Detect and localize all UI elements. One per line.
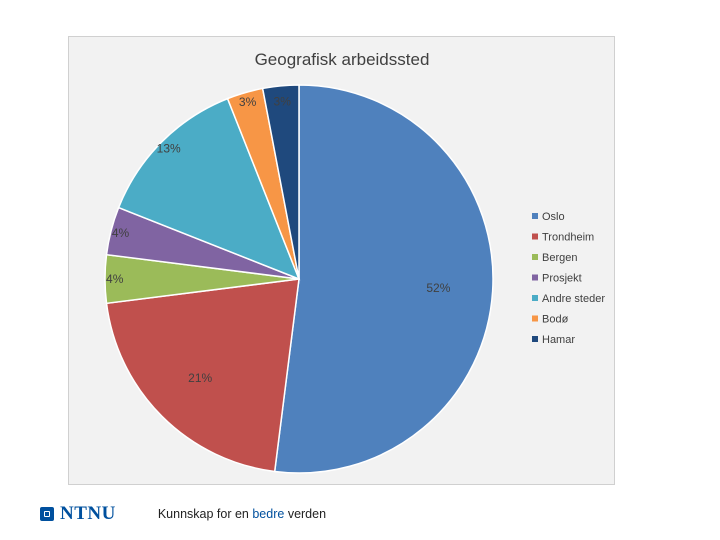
tagline: Kunnskap for en bedre verden bbox=[158, 507, 326, 521]
legend-item-bod: Bodø bbox=[532, 314, 569, 326]
legend-swatch-bergen bbox=[532, 254, 538, 260]
data-label-oslo: 52% bbox=[426, 281, 450, 295]
legend-label-prosjekt: Prosjekt bbox=[542, 273, 582, 285]
tagline-part-2: verden bbox=[284, 507, 327, 521]
legend-item-prosjekt: Prosjekt bbox=[532, 273, 582, 285]
pie-data-labels: 52% 21% 4% 4% 13% 3% 3% bbox=[106, 94, 451, 385]
ntnu-logo: NTNU bbox=[40, 503, 116, 525]
data-label-hamar: 3% bbox=[274, 94, 292, 108]
legend-swatch-oslo bbox=[532, 213, 538, 219]
data-label-prosjekt: 4% bbox=[112, 226, 130, 240]
legend-item-andre-steder: Andre steder bbox=[532, 293, 605, 305]
legend-label-oslo: Oslo bbox=[542, 211, 565, 223]
legend-item-hamar: Hamar bbox=[532, 334, 575, 346]
legend-item-oslo: Oslo bbox=[532, 211, 565, 223]
footer: NTNU Kunnskap for en bedre verden bbox=[40, 502, 326, 526]
legend-label-bod: Bodø bbox=[542, 314, 569, 326]
legend-label-bergen: Bergen bbox=[542, 252, 577, 264]
tagline-part-1: Kunnskap for en bbox=[157, 507, 253, 521]
legend-item-trondheim: Trondheim bbox=[532, 232, 594, 244]
data-label-bergen: 4% bbox=[106, 272, 124, 286]
pie-slices bbox=[104, 84, 494, 474]
legend-item-bergen: Bergen bbox=[532, 252, 577, 264]
ntnu-logo-icon bbox=[40, 507, 54, 521]
pie-slice-trondheim bbox=[105, 278, 300, 473]
legend-swatch-prosjekt bbox=[532, 274, 538, 281]
data-label-trondheim: 21% bbox=[188, 371, 212, 385]
pie-slice-hamar bbox=[261, 84, 300, 280]
chart-area: Geografisk arbeidssted 52% 21% 4% 4% 13% 3% 3%… bbox=[68, 36, 615, 485]
legend-label-hamar: Hamar bbox=[542, 334, 575, 346]
legend-label-andre-steder: Andre steder bbox=[542, 293, 605, 305]
data-label-andre-steder: 13% bbox=[157, 142, 181, 156]
ntnu-logo-text: NTNU bbox=[60, 503, 116, 524]
pie-slice-andre-steder bbox=[117, 97, 301, 281]
legend-swatch-trondheim bbox=[532, 233, 538, 240]
legend-swatch-hamar bbox=[532, 336, 538, 342]
tagline-accent: bedre bbox=[252, 507, 285, 521]
legend-swatch-bod bbox=[532, 315, 538, 322]
legend-label-trondheim: Trondheim bbox=[542, 232, 594, 244]
data-label-bod: 3% bbox=[239, 95, 257, 109]
pie-chart: Geografisk arbeidssted 52% 21% 4% 4% 13% 3% 3%… bbox=[104, 50, 605, 474]
legend: Oslo Trondheim Bergen Prosjekt Andre steder B… bbox=[532, 211, 605, 346]
legend-swatch-andre-steder bbox=[532, 295, 538, 301]
pie-slice-oslo bbox=[273, 84, 494, 474]
chart-title: Geografisk arbeidssted bbox=[255, 50, 430, 69]
